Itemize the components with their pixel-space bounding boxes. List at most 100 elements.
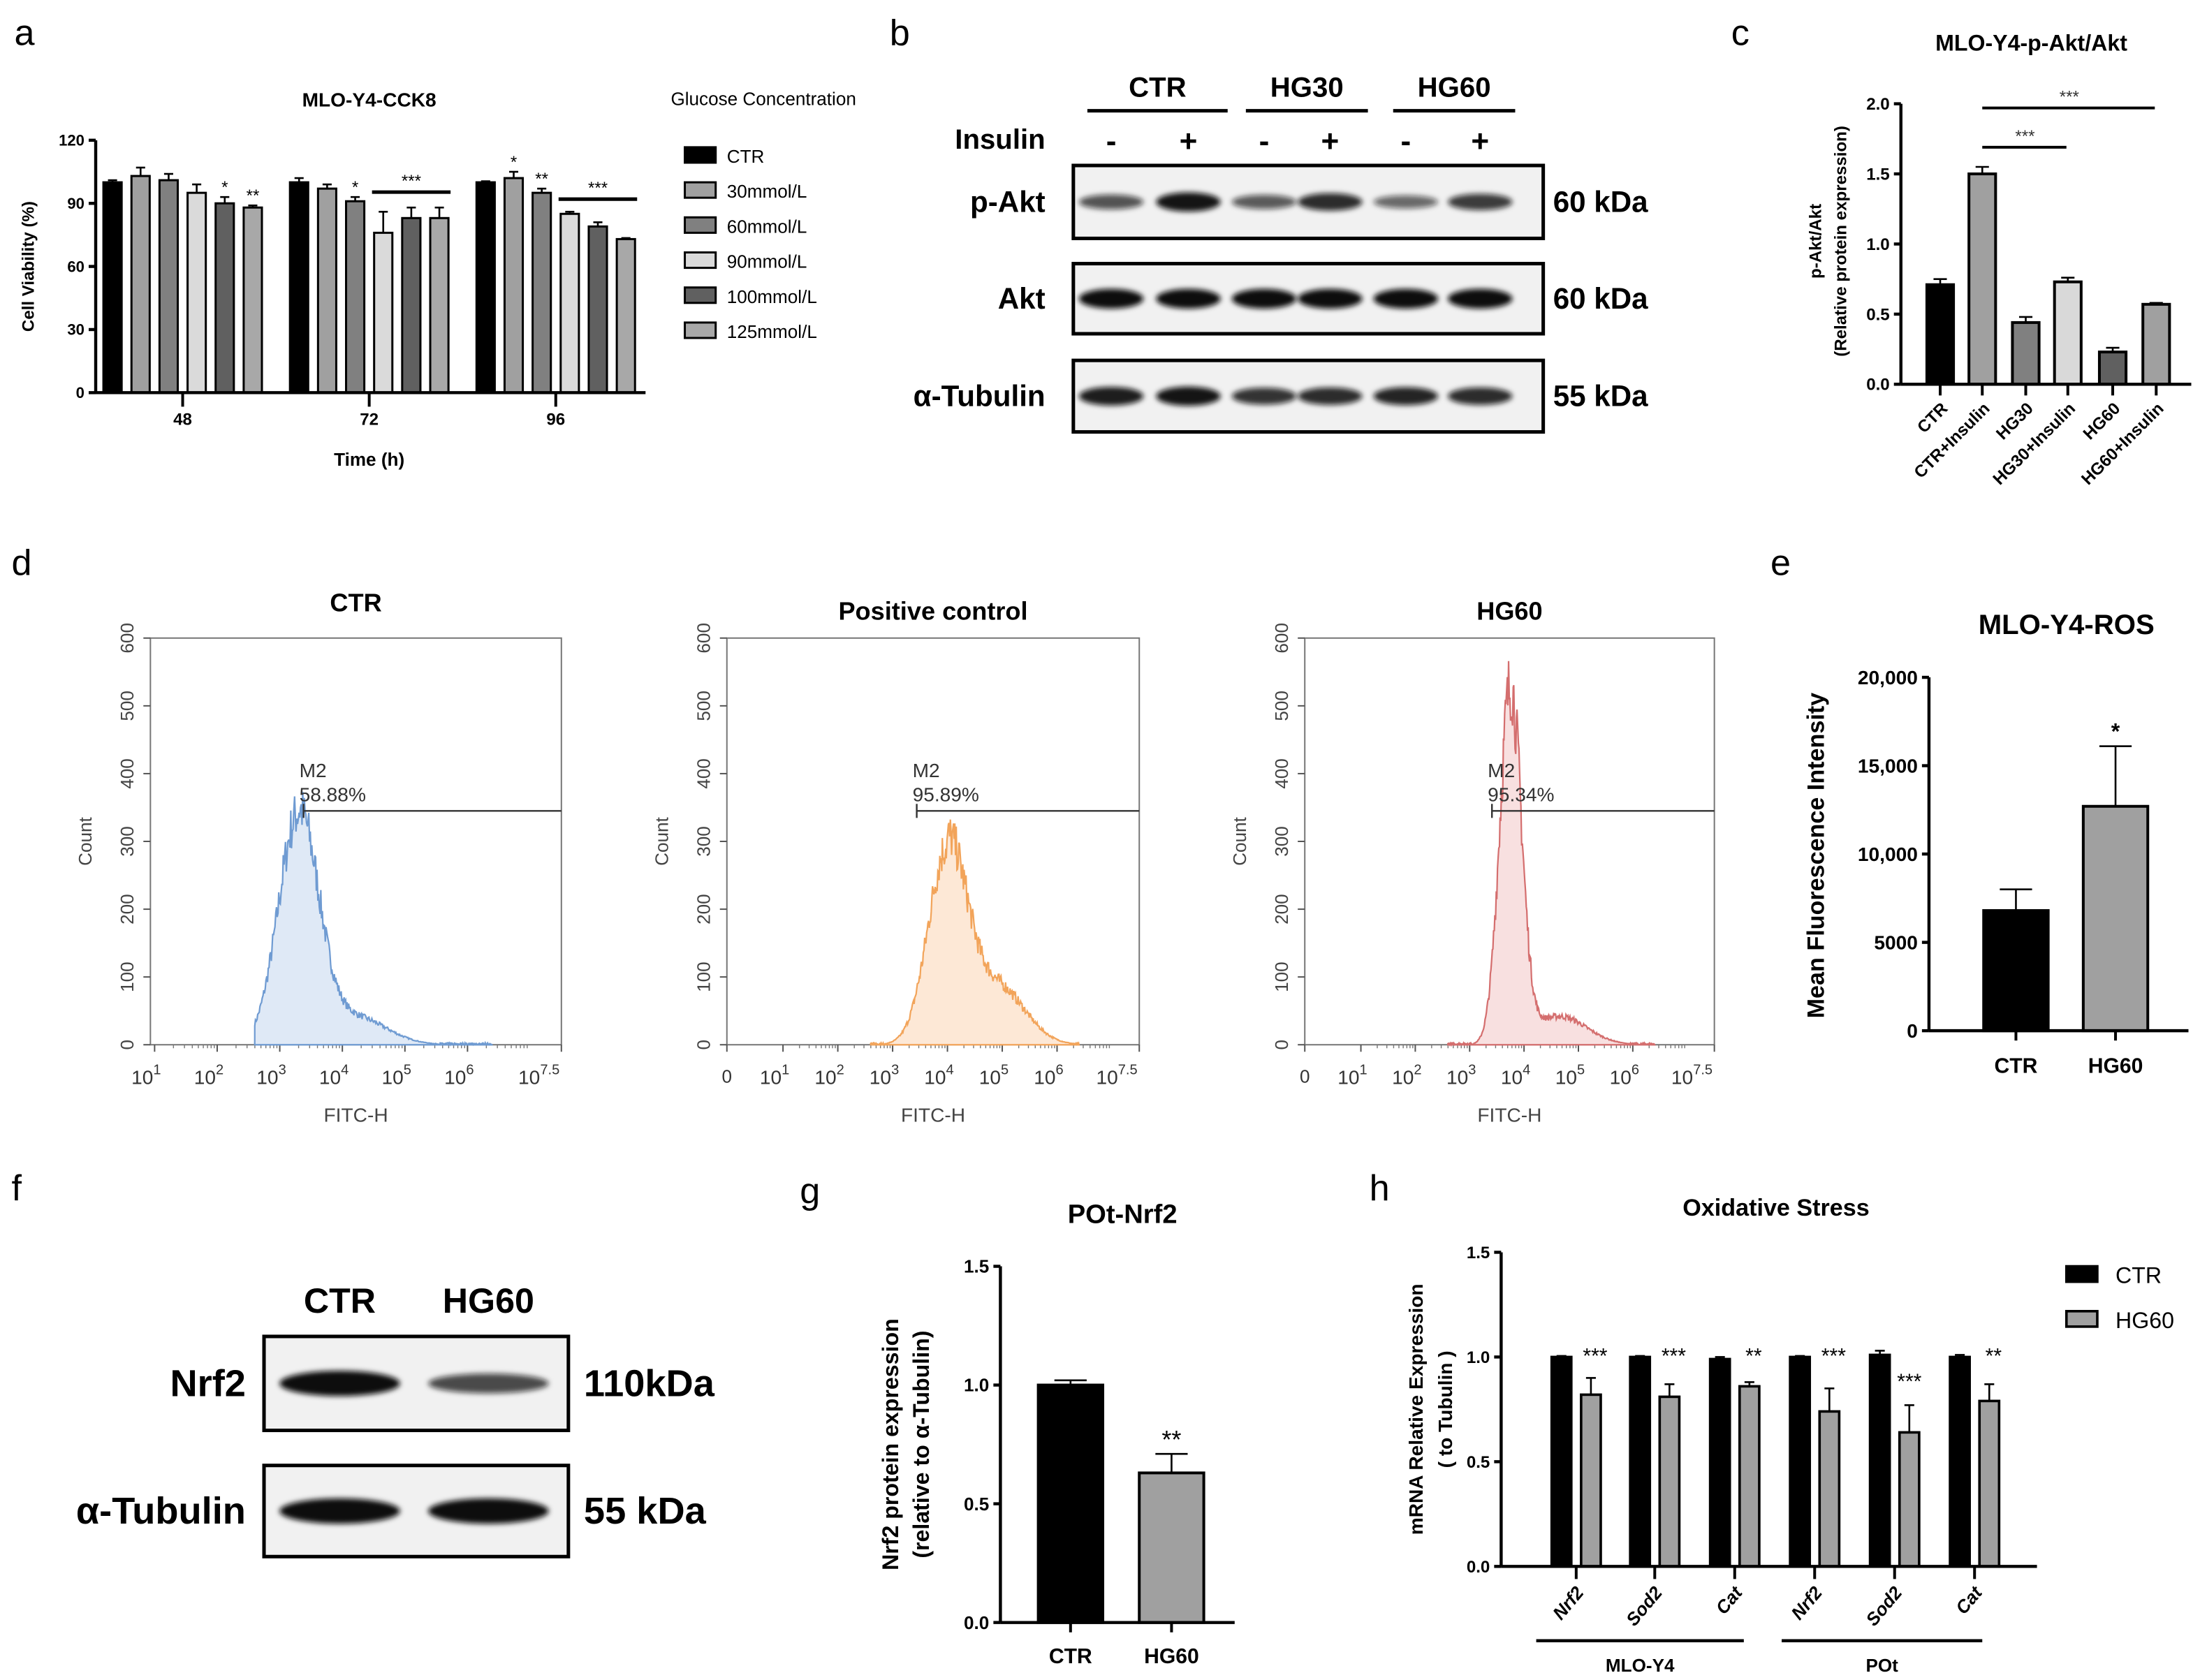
flow-xtick-label: 106: [1610, 1062, 1639, 1088]
flow-xtick-base: 10: [1337, 1066, 1359, 1088]
blot-f-α-Tubulin-band: [279, 1498, 400, 1524]
blot-f-row-label: α-Tubulin: [76, 1490, 246, 1532]
chart-e-y-label: Mean Fluorescence Intensity: [1803, 693, 1829, 1019]
blot-b-size-label: 55 kDa: [1553, 379, 1648, 412]
chart-c-xtick-label: CTR+Insulin: [1911, 399, 1994, 482]
chart-g-bar-HG60: [1138, 1471, 1205, 1624]
blot-b-p-Akt-band: [1373, 195, 1439, 209]
flow-xtick-base: 10: [1096, 1066, 1117, 1088]
chart-c-y-label: p-Akt/Akt: [1806, 204, 1825, 279]
chart-a-bar-48-1: [130, 175, 151, 394]
chart-h-legend-swatch: [2065, 1309, 2099, 1328]
chart-g-xtick-label: HG60: [1144, 1645, 1199, 1668]
chart-a-legend-label: CTR: [727, 146, 765, 167]
chart-h-bar-HG60-2: [1738, 1385, 1761, 1568]
flow-x-label: FITC-H: [324, 1105, 388, 1126]
flow-xtick-exponent: 2: [837, 1062, 844, 1077]
flow-xtick-label: 107.5: [1096, 1062, 1137, 1088]
flow-xtick-label: 102: [814, 1062, 844, 1088]
flow-xtick-label: 104: [1501, 1062, 1530, 1088]
chart-c-ytick-label: 0.5: [1866, 305, 1890, 324]
blot-f-size-label: 55 kDa: [584, 1490, 707, 1532]
flow-ytick-label: 0: [117, 1040, 138, 1050]
flow-xtick-exponent: 3: [279, 1062, 286, 1077]
chart-a-significance: **: [247, 186, 260, 205]
flow-x-label: FITC-H: [1477, 1105, 1541, 1126]
flow-xtick-label: 103: [256, 1062, 286, 1088]
flow-y-label: Count: [651, 816, 672, 865]
blot-f-Nrf2-band: [428, 1373, 549, 1394]
blot-f-group-header: CTR: [304, 1281, 376, 1320]
flow-xtick-label: 102: [194, 1062, 223, 1088]
flow-xtick-base: 10: [1501, 1066, 1523, 1088]
chart-a-bracket-label: ***: [588, 179, 608, 198]
flow-xtick-label: 101: [1337, 1062, 1367, 1088]
chart-c-bar-HG60+Insulin: [2141, 302, 2171, 386]
chart-a-bar-72-0: [288, 181, 309, 394]
flow-xtick-base: 10: [194, 1066, 216, 1088]
flow-xtick-label: 102: [1392, 1062, 1421, 1088]
flow-xtick-exponent: 7.5: [540, 1062, 559, 1077]
flow-xtick-base: 10: [131, 1066, 153, 1088]
flow-ytick-label: 0: [1271, 1040, 1292, 1050]
flow-ytick-label: 100: [1271, 961, 1292, 992]
chart-h-bar-HG60-4: [1898, 1431, 1921, 1568]
flow-xtick-label: 103: [870, 1062, 899, 1088]
flow-xtick-label: 101: [131, 1062, 161, 1088]
chart-c-y-label: (Relative protein expression): [1831, 126, 1850, 357]
flow-gate-name: M2: [1488, 760, 1515, 781]
flow-plot-title: CTR: [330, 589, 381, 617]
chart-a-significance: *: [352, 178, 358, 197]
flow-xtick-exponent: 3: [1468, 1062, 1476, 1077]
chart-a-ytick-label: 120: [59, 132, 85, 149]
chart-h-bar-HG60-5: [1978, 1399, 2001, 1568]
flow-xtick-exponent: 6: [466, 1062, 474, 1077]
flow-xtick-base: 10: [760, 1066, 782, 1088]
flow-xtick-exponent: 4: [946, 1062, 954, 1077]
flow-ytick-label: 100: [117, 961, 138, 992]
chart-a-bar-96-2: [531, 191, 552, 394]
blot-b-lane-sign: +: [1471, 124, 1489, 159]
chart-h-legend-label: CTR: [2115, 1263, 2162, 1288]
chart-a-xtick-label: 72: [360, 411, 379, 429]
flow-xtick-exponent: 5: [404, 1062, 411, 1077]
flow-gate-percent: 95.89%: [913, 783, 979, 805]
flow-xtick-base: 10: [1034, 1066, 1055, 1088]
flow-xtick-exponent: 7.5: [1693, 1062, 1713, 1077]
chart-h-significance: **: [1745, 1345, 1762, 1368]
flow-ytick-label: 400: [117, 758, 138, 789]
flow-ytick-label: 300: [1271, 826, 1292, 857]
flow-xtick-label: 0: [1300, 1066, 1310, 1086]
chart-e-significance: *: [2111, 719, 2120, 744]
chart-a-bar-72-5: [429, 216, 450, 394]
flow-xtick-exponent: 5: [1001, 1062, 1009, 1077]
chart-g-ytick-label: 1.0: [964, 1375, 989, 1396]
flow-ytick-label: 400: [694, 758, 714, 789]
chart-h-xtick-label: Nrf2: [1548, 1582, 1588, 1624]
chart-h-legend-swatch: [2065, 1265, 2099, 1283]
chart-a-legend-swatch: [684, 146, 717, 164]
chart-h-significance: **: [1986, 1345, 2002, 1368]
blot-b-group-header: CTR: [1129, 72, 1187, 103]
flow-ytick-label: 600: [694, 623, 714, 654]
chart-e-ytick-label: 15,000: [1858, 755, 1918, 776]
chart-a-bar-96-1: [503, 177, 525, 394]
chart-h-ytick-label: 0.0: [1467, 1558, 1490, 1577]
flow-gate-name: M2: [913, 760, 940, 781]
flow-xtick-exponent: 4: [341, 1062, 349, 1077]
chart-e-xtick-label: HG60: [2088, 1054, 2143, 1077]
chart-a-title: MLO-Y4-CCK8: [302, 89, 437, 111]
flow-xtick-label: 107.5: [518, 1062, 559, 1088]
chart-a-bar-96-5: [615, 237, 636, 394]
chart-a-bracket-label: ***: [402, 172, 421, 191]
chart-g-significance: **: [1161, 1425, 1181, 1454]
blot-b-lane-sign: -: [1400, 124, 1411, 159]
chart-a-legend-swatch: [684, 251, 717, 270]
chart-c-bar-CTR+Insulin: [1967, 172, 1997, 386]
chart-h-significance: ***: [1583, 1345, 1607, 1368]
chart-c-ytick-label: 2.0: [1866, 95, 1890, 114]
blot-b-α-Tubulin-band: [1298, 387, 1363, 405]
chart-g-title: POt-Nrf2: [1068, 1199, 1178, 1229]
chart-c-ytick-label: 0.0: [1866, 376, 1890, 395]
flow-xtick-base: 10: [1610, 1066, 1631, 1088]
